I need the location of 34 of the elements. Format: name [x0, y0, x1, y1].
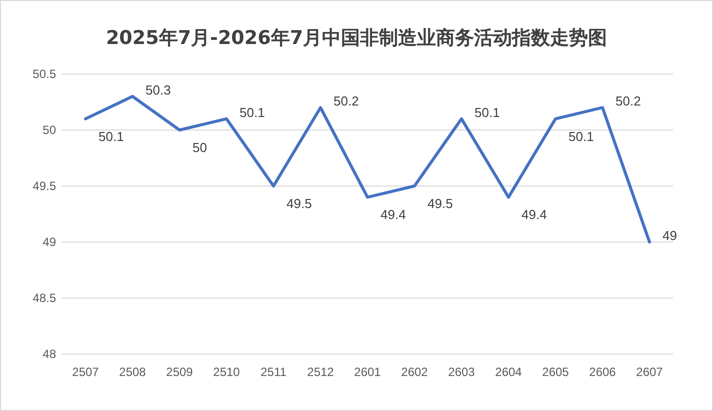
- chart-title: 2025年7月-2026年7月中国非制造业商务活动指数走势图: [106, 27, 608, 49]
- data-label: 49.5: [286, 196, 312, 211]
- x-tick-label: 2603: [448, 365, 476, 379]
- data-label: 49.5: [428, 196, 453, 211]
- x-tick-label: 2606: [589, 365, 616, 379]
- x-tick-label: 2605: [542, 365, 570, 379]
- line-series: [84, 94, 651, 244]
- data-label: 50.1: [474, 104, 500, 120]
- data-label: 49.4: [380, 207, 406, 222]
- x-tick-label: 2602: [401, 365, 428, 379]
- y-tick-label: 48.5: [32, 291, 56, 305]
- y-tick-label: 48: [42, 347, 56, 361]
- data-label: 50.1: [568, 128, 594, 144]
- data-label: 50.1: [240, 104, 265, 120]
- y-tick-label: 49.5: [32, 179, 56, 193]
- x-tick-label: 2601: [354, 365, 382, 379]
- x-tick-label: 2508: [119, 365, 146, 379]
- x-tick-label: 2511: [260, 365, 287, 379]
- y-tick-label: 50.5: [32, 67, 56, 81]
- y-tick-label: 49: [42, 235, 56, 249]
- x-tick-label: 2509: [166, 365, 194, 379]
- data-label: 49: [662, 228, 677, 243]
- x-tick-label: 2604: [495, 365, 522, 379]
- data-label: 49.4: [522, 207, 547, 222]
- x-tick-label: 2512: [307, 365, 334, 379]
- data-label: 50.2: [334, 94, 359, 109]
- x-tick-label: 2507: [72, 365, 100, 379]
- data-label: 50: [192, 140, 207, 155]
- data-label: 50.1: [98, 128, 124, 144]
- data-label: 50.3: [146, 82, 171, 98]
- x-tick-label: 2607: [636, 365, 664, 379]
- x-tick-label: 2510: [213, 365, 240, 379]
- y-tick-label: 50: [42, 123, 56, 137]
- data-label: 50.2: [616, 94, 641, 109]
